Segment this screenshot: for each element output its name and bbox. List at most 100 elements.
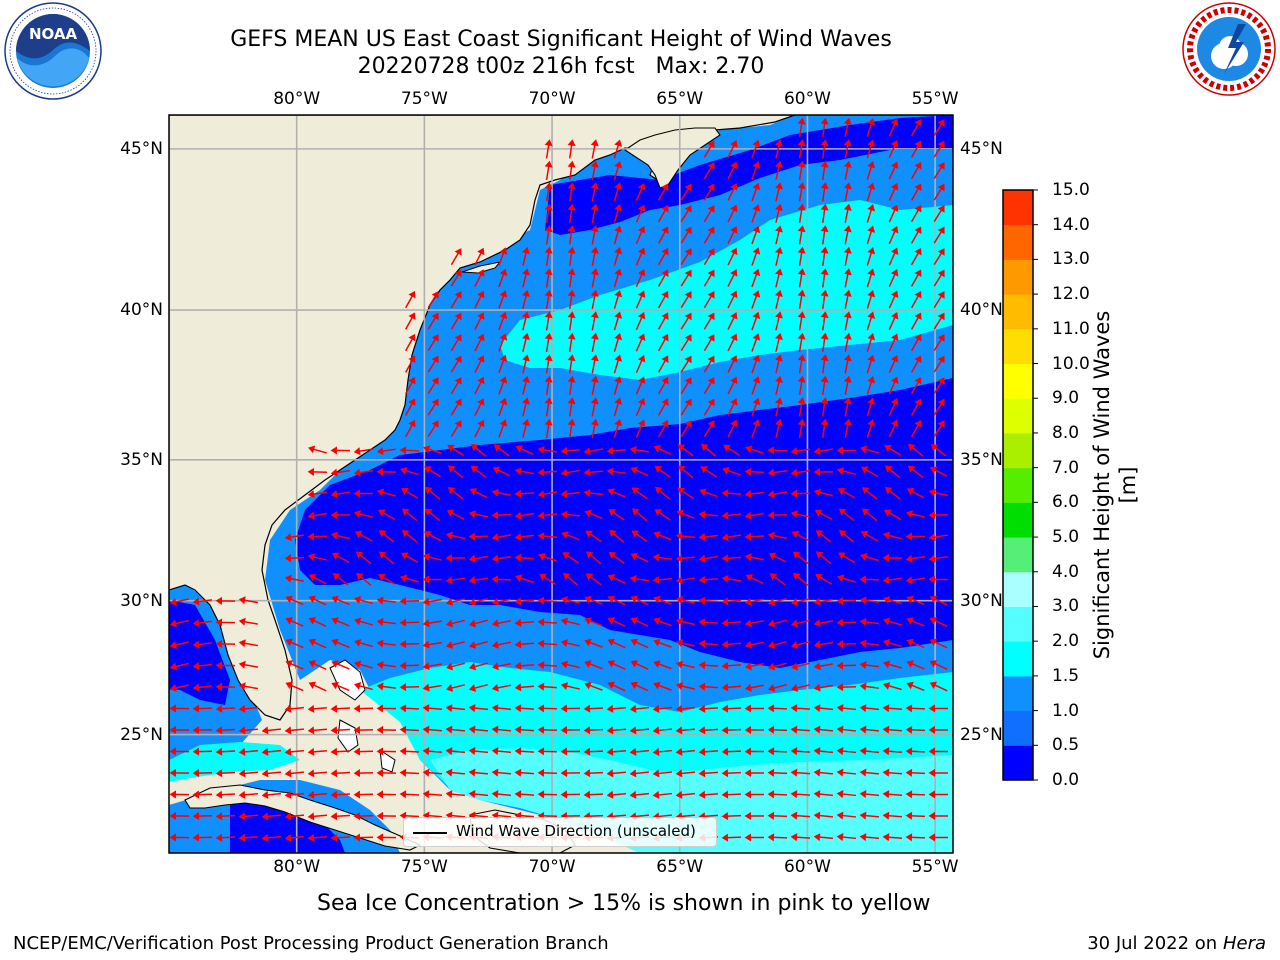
wave-direction-arrowhead — [698, 769, 706, 778]
wave-direction-arrowhead — [544, 289, 553, 297]
wave-direction-arrowhead — [614, 139, 623, 147]
wave-direction-arrowhead — [514, 640, 522, 649]
wave-direction-arrowhead — [707, 420, 715, 428]
wave-direction-arrowhead — [560, 768, 568, 778]
wave-direction-arrowhead — [836, 768, 844, 777]
wave-direction-arrowhead — [914, 290, 922, 299]
wave-direction-arrowhead — [637, 290, 646, 298]
colorbar-segment — [1003, 467, 1033, 503]
wave-direction-arrowhead — [767, 684, 776, 692]
wave-direction-arrowhead — [169, 662, 177, 671]
wave-direction-arrowhead — [492, 466, 501, 474]
wave-direction-arrowhead — [676, 509, 684, 518]
wave-direction-arrowhead — [752, 311, 761, 320]
wave-direction-arrowhead — [491, 597, 499, 606]
wave-direction-arrowhead — [376, 488, 385, 497]
colorbar-tick-label: 5.0 — [1052, 527, 1080, 548]
wave-direction-arrowhead — [560, 639, 569, 648]
wave-direction-arrowhead — [813, 747, 821, 756]
wave-direction-arrowhead — [469, 488, 478, 496]
wave-direction-arrowhead — [401, 508, 410, 516]
wave-direction-arrowhead — [331, 660, 339, 668]
wave-direction-arrowhead — [928, 790, 935, 799]
wave-direction-arrowhead — [797, 182, 806, 190]
gulf-deep — [169, 600, 230, 705]
wave-direction-arrowhead — [491, 662, 499, 671]
wave-direction-arrowhead — [928, 811, 935, 821]
wave-direction-arrowhead — [744, 553, 752, 562]
wave-direction-arrowhead — [698, 532, 706, 541]
wave-direction-arrowhead — [752, 161, 761, 169]
wave-direction-arrowhead — [790, 725, 798, 734]
wave-direction-arrowhead — [583, 468, 591, 477]
wave-direction-arrowhead — [883, 660, 891, 669]
long-island — [461, 261, 502, 274]
central-deep-area — [295, 378, 953, 668]
wave-direction-arrowhead — [583, 769, 591, 778]
wave-direction-arrowhead — [745, 574, 754, 582]
wave-direction-arrowhead — [790, 811, 798, 820]
wave-direction-arrowhead — [769, 573, 778, 581]
wave-direction-arrowhead — [471, 443, 479, 452]
wave-direction-arrowhead — [937, 183, 945, 192]
wave-direction-arrowhead — [836, 725, 844, 734]
wave-direction-arrowhead — [583, 489, 591, 498]
wave-direction-arrowhead — [169, 725, 177, 734]
colorbar-segment — [1003, 537, 1033, 573]
wave-direction-arrowhead — [284, 533, 292, 542]
wave-direction-arrowhead — [399, 747, 407, 756]
wave-direction-arrowhead — [843, 289, 852, 297]
wave-direction-arrowhead — [522, 268, 530, 276]
wave-direction-arrowhead — [537, 768, 545, 777]
wave-direction-arrowhead — [376, 617, 384, 627]
wave-direction-arrowhead — [514, 768, 522, 777]
wave-direction-arrowhead — [675, 726, 683, 735]
wave-direction-arrowhead — [937, 226, 945, 235]
wave-direction-arrowhead — [752, 354, 761, 363]
wave-direction-arrowhead — [937, 334, 945, 342]
wave-direction-arrowhead — [353, 639, 362, 647]
wave-direction-arrowhead — [820, 246, 829, 254]
wave-direction-arrowhead — [744, 768, 751, 778]
wave-direction-arrowhead — [767, 511, 775, 520]
wave-direction-arrowhead — [914, 419, 922, 428]
wave-direction-arrowhead — [431, 377, 439, 385]
wave-direction-arrowhead — [330, 446, 338, 455]
wave-direction-arrowhead — [859, 833, 867, 842]
wave-direction-arrowhead — [867, 204, 876, 212]
wave-direction-arrowhead — [928, 554, 936, 563]
wave-direction-arrowhead — [422, 790, 430, 799]
wave-direction-arrowhead — [567, 182, 576, 190]
wave-direction-arrowhead — [308, 617, 317, 625]
wave-direction-arrowhead — [661, 247, 669, 256]
wave-direction-arrowhead — [937, 162, 945, 170]
wave-direction-arrowhead — [637, 204, 646, 212]
wave-direction-arrowhead — [890, 290, 899, 298]
wave-direction-arrowhead — [677, 487, 685, 495]
wave-direction-arrowhead — [929, 617, 938, 625]
wave-direction-arrowhead — [814, 509, 823, 517]
wave-direction-arrowhead — [567, 418, 576, 426]
wave-direction-arrowhead — [797, 375, 806, 383]
wave-direction-arrowhead — [867, 290, 876, 298]
wave-direction-arrowhead — [637, 397, 646, 406]
wave-direction-arrowhead — [424, 486, 433, 495]
colorbar-tick-label: 8.0 — [1052, 422, 1080, 443]
wave-direction-arrowhead — [843, 397, 852, 405]
wave-direction-arrowhead — [859, 768, 867, 777]
wave-direction-arrowhead — [192, 726, 200, 735]
wave-direction-arrowhead — [308, 574, 317, 582]
wave-direction-arrowhead — [937, 355, 945, 364]
wave-direction-arrowhead — [499, 419, 508, 427]
wave-direction-arrowhead — [400, 552, 409, 560]
wave-direction-arrowhead — [408, 419, 416, 428]
wave-direction-arrowhead — [522, 418, 530, 427]
wave-direction-arrowhead — [514, 661, 522, 670]
wave-direction-arrowhead — [376, 768, 384, 777]
wave-direction-arrowhead — [454, 269, 462, 278]
wave-direction-arrowhead — [261, 726, 269, 735]
wave-direction-arrowhead — [744, 811, 751, 821]
wave-direction-arrowhead — [890, 333, 899, 341]
wave-direction-arrowhead — [544, 375, 553, 383]
wave-direction-arrowhead — [774, 418, 783, 427]
